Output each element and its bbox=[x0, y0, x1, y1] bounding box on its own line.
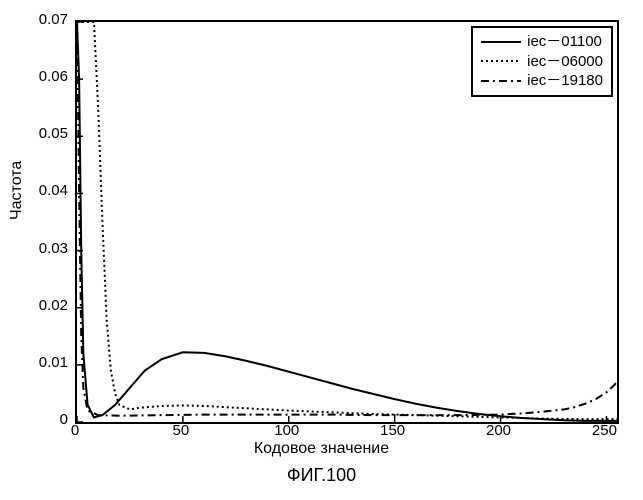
ytick-label: 0.04 bbox=[18, 182, 68, 199]
ytick-label: 0.05 bbox=[18, 125, 68, 142]
ytick-label: 0.02 bbox=[18, 297, 68, 314]
ytick-label: 0.01 bbox=[18, 354, 68, 371]
ytick-label: 0.06 bbox=[18, 68, 68, 85]
legend-item: iec－06000 bbox=[481, 52, 603, 72]
ytick-label: 0.03 bbox=[18, 240, 68, 257]
x-axis-label: Кодовое значение bbox=[0, 440, 643, 458]
xtick-label: 250 bbox=[584, 422, 624, 439]
legend: iec－01100 iec－06000 iec－19180 bbox=[471, 26, 613, 97]
legend-label: iec－01100 bbox=[527, 32, 602, 52]
chart-container: iec－01100 iec－06000 iec－19180 bbox=[75, 20, 615, 420]
ytick-label: 0.07 bbox=[18, 11, 68, 28]
xtick-label: 50 bbox=[161, 422, 201, 439]
xtick-label: 0 bbox=[55, 422, 95, 439]
legend-label: iec－19180 bbox=[527, 71, 603, 91]
plot-area: iec－01100 iec－06000 iec－19180 bbox=[75, 20, 619, 424]
legend-swatch-dotted bbox=[481, 55, 521, 67]
legend-swatch-solid bbox=[481, 36, 521, 48]
figure-caption: ФИГ.100 bbox=[0, 465, 643, 486]
xtick-label: 200 bbox=[479, 422, 519, 439]
legend-swatch-dashdot bbox=[481, 75, 521, 87]
legend-label: iec－06000 bbox=[527, 52, 603, 72]
xtick-label: 100 bbox=[267, 422, 307, 439]
legend-item: iec－19180 bbox=[481, 71, 603, 91]
legend-item: iec－01100 bbox=[481, 32, 603, 52]
xtick-label: 150 bbox=[373, 422, 413, 439]
